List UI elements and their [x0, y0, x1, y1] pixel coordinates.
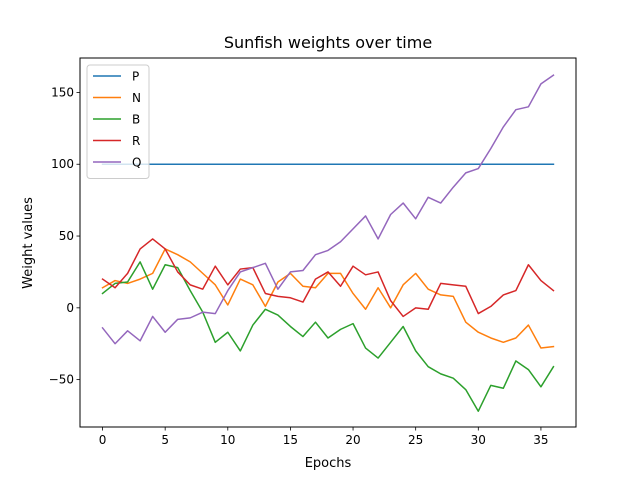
series-line-N — [101, 248, 555, 349]
x-tick-label: 25 — [408, 433, 423, 447]
y-tick-label: 100 — [51, 157, 74, 171]
series-line-Q — [101, 74, 555, 345]
plot-frame — [79, 57, 577, 428]
x-tick-label: 15 — [283, 433, 298, 447]
y-tick-label: 50 — [59, 229, 74, 243]
x-tick-label: 10 — [220, 433, 235, 447]
x-tick-label: 30 — [471, 433, 486, 447]
legend-label-Q: Q — [132, 156, 141, 170]
x-tick-label: 0 — [99, 433, 107, 447]
x-axis: 0 5 10 15 20 25 30 35 — [99, 427, 549, 447]
legend-label-P: P — [132, 70, 139, 84]
x-tick-label: 20 — [345, 433, 360, 447]
y-tick-label: 0 — [66, 301, 74, 315]
legend-label-R: R — [132, 134, 140, 148]
series-line-R — [101, 238, 555, 318]
series-line-B — [101, 261, 555, 412]
y-tick-label: 150 — [51, 85, 74, 99]
legend-label-N: N — [132, 91, 141, 105]
legend-label-B: B — [132, 113, 140, 127]
chart-title: Sunfish weights over time — [224, 33, 432, 52]
plot-lines — [101, 74, 555, 412]
legend-box — [86, 64, 150, 179]
y-tick-label: −50 — [49, 373, 74, 387]
x-tick-label: 5 — [161, 433, 169, 447]
y-axis-label: Weight values — [21, 197, 36, 289]
y-axis: −50 0 50 100 150 — [49, 85, 80, 387]
x-tick-label: 35 — [533, 433, 548, 447]
x-axis-label: Epochs — [305, 456, 352, 471]
